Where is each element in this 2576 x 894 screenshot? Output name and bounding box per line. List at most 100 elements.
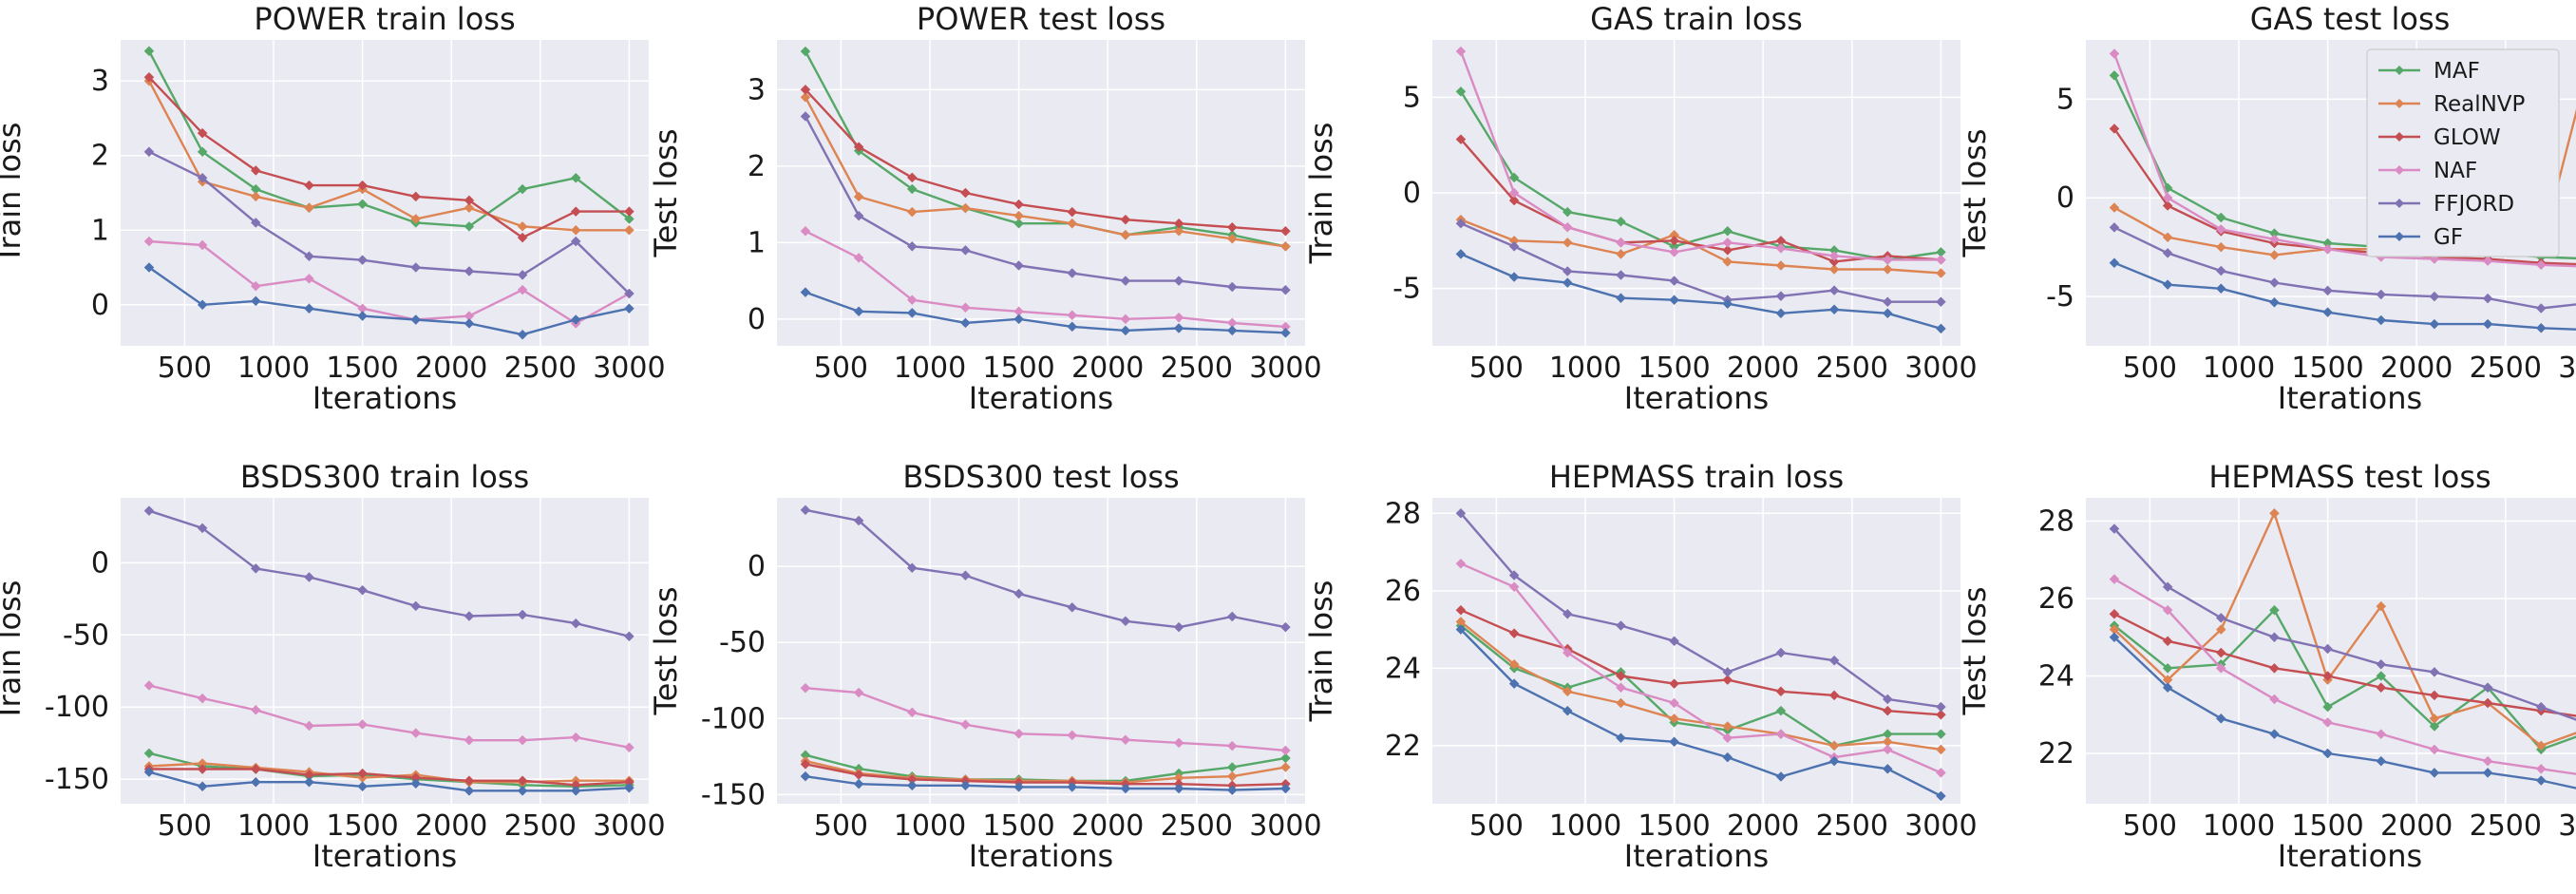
- data-point: [2162, 232, 2173, 243]
- y-tick-label: 1: [748, 226, 766, 259]
- data-point: [1882, 308, 1893, 319]
- data-point: [1067, 206, 1078, 218]
- y-tick-label: 22: [1385, 730, 1421, 763]
- data-point: [2109, 70, 2120, 81]
- data-point: [304, 251, 314, 262]
- series-line-ffjord: [1460, 512, 1941, 709]
- data-point: [1562, 647, 1573, 658]
- data-point: [1882, 705, 1893, 716]
- data-point: [304, 572, 314, 582]
- data-point: [1173, 276, 1184, 286]
- data-point: [2429, 667, 2440, 677]
- data-point: [1936, 296, 1946, 308]
- legend-label: RealNVP: [2434, 92, 2526, 117]
- y-tick-label: -100: [45, 691, 109, 724]
- data-point: [1616, 732, 1626, 744]
- data-point: [1775, 705, 1787, 716]
- x-tick-label: 2000: [415, 352, 487, 385]
- series-glow: [143, 71, 635, 243]
- data-point: [1616, 671, 1626, 681]
- data-point: [2162, 636, 2173, 647]
- chart-title: BSDS300 train loss: [240, 459, 529, 495]
- x-axis-label: Iterations: [969, 838, 1113, 874]
- data-point: [1173, 218, 1184, 229]
- series-ffjord: [800, 111, 1291, 295]
- x-tick-label: 2000: [1727, 352, 1799, 385]
- x-tick-label: 1500: [1638, 809, 1710, 843]
- data-point: [1173, 312, 1184, 323]
- x-tick-label: 2000: [2380, 809, 2453, 843]
- data-point: [906, 707, 918, 718]
- data-point: [570, 618, 581, 629]
- series-glow: [800, 84, 1291, 237]
- series-ffjord: [2109, 222, 2576, 314]
- chart-title: POWER train loss: [254, 1, 515, 37]
- data-point: [2322, 307, 2333, 318]
- series-gf: [143, 262, 635, 340]
- data-point: [1013, 782, 1024, 792]
- series-ffjord: [1455, 507, 1946, 713]
- data-point: [410, 600, 422, 612]
- y-axis-label: Train loss: [0, 123, 28, 265]
- legend-swatch-marker: [2395, 165, 2404, 175]
- data-point: [1616, 293, 1626, 304]
- data-point: [250, 295, 261, 307]
- data-point: [1936, 323, 1946, 334]
- data-point: [1722, 732, 1733, 744]
- data-point: [906, 183, 918, 195]
- y-axis-label: Test loss: [1957, 129, 1993, 258]
- x-tick-label: 1000: [1549, 809, 1621, 843]
- series-ffjord: [800, 504, 1291, 633]
- data-point: [800, 84, 811, 95]
- power-train-loss-panel: 500 1000 1500 2000 2500 3000 0 1 2 3 POWER train l…: [0, 1, 666, 416]
- legend-swatch-marker: [2395, 199, 2404, 208]
- data-point: [143, 46, 155, 57]
- data-point: [1508, 658, 1520, 670]
- y-axis-label: Test loss: [648, 129, 684, 258]
- data-point: [1013, 199, 1024, 210]
- y-tick-label: 28: [2038, 504, 2074, 538]
- x-tick-label: 500: [158, 809, 212, 843]
- data-point: [906, 308, 918, 318]
- series-line-maf: [804, 50, 1286, 248]
- series-line-maf: [2113, 609, 2576, 751]
- data-point: [357, 781, 368, 792]
- data-point: [960, 317, 971, 329]
- data-point: [143, 505, 155, 517]
- data-point: [1562, 237, 1573, 248]
- legend-item-realnvp: RealNVP: [2378, 92, 2526, 117]
- x-tick-label: 3000: [593, 352, 665, 385]
- hepmass-test-loss-panel: 500 1000 1500 2000 2500 3000 22 24 26 28 HEPMASS t…: [1957, 459, 2576, 874]
- series-line-gf: [148, 770, 630, 792]
- data-point: [1562, 705, 1573, 716]
- data-point: [143, 71, 155, 83]
- x-tick-label: 500: [1469, 352, 1524, 385]
- series-line-realnvp: [804, 96, 1286, 248]
- x-tick-label: 1000: [894, 352, 966, 385]
- x-tick-label: 2000: [1071, 809, 1144, 843]
- legend-label: GLOW: [2434, 125, 2501, 150]
- y-tick-label: -50: [719, 626, 766, 659]
- series-line-ffjord: [148, 509, 630, 637]
- data-point: [2376, 671, 2387, 681]
- data-point: [1120, 214, 1131, 225]
- data-point: [800, 682, 811, 694]
- data-point: [2429, 318, 2440, 330]
- data-point: [1722, 237, 1733, 248]
- data-point: [2162, 662, 2173, 674]
- x-axis-label: Iterations: [2278, 380, 2422, 416]
- data-point: [960, 245, 971, 256]
- y-tick-label: 24: [1385, 652, 1421, 685]
- bsds300-test-loss-panel: 500 1000 1500 2000 2500 3000 -150 -100 -50 0 BSDS3…: [648, 459, 1322, 874]
- data-point: [2429, 690, 2440, 701]
- legend-swatch-marker: [2395, 132, 2404, 142]
- data-point: [624, 782, 635, 793]
- data-point: [853, 210, 864, 221]
- data-point: [2162, 192, 2173, 203]
- data-point: [2269, 507, 2280, 519]
- legend-swatch-marker: [2395, 99, 2404, 108]
- data-point: [2215, 624, 2226, 635]
- data-point: [1936, 744, 1946, 755]
- data-point: [960, 570, 971, 581]
- data-point: [1508, 195, 1520, 206]
